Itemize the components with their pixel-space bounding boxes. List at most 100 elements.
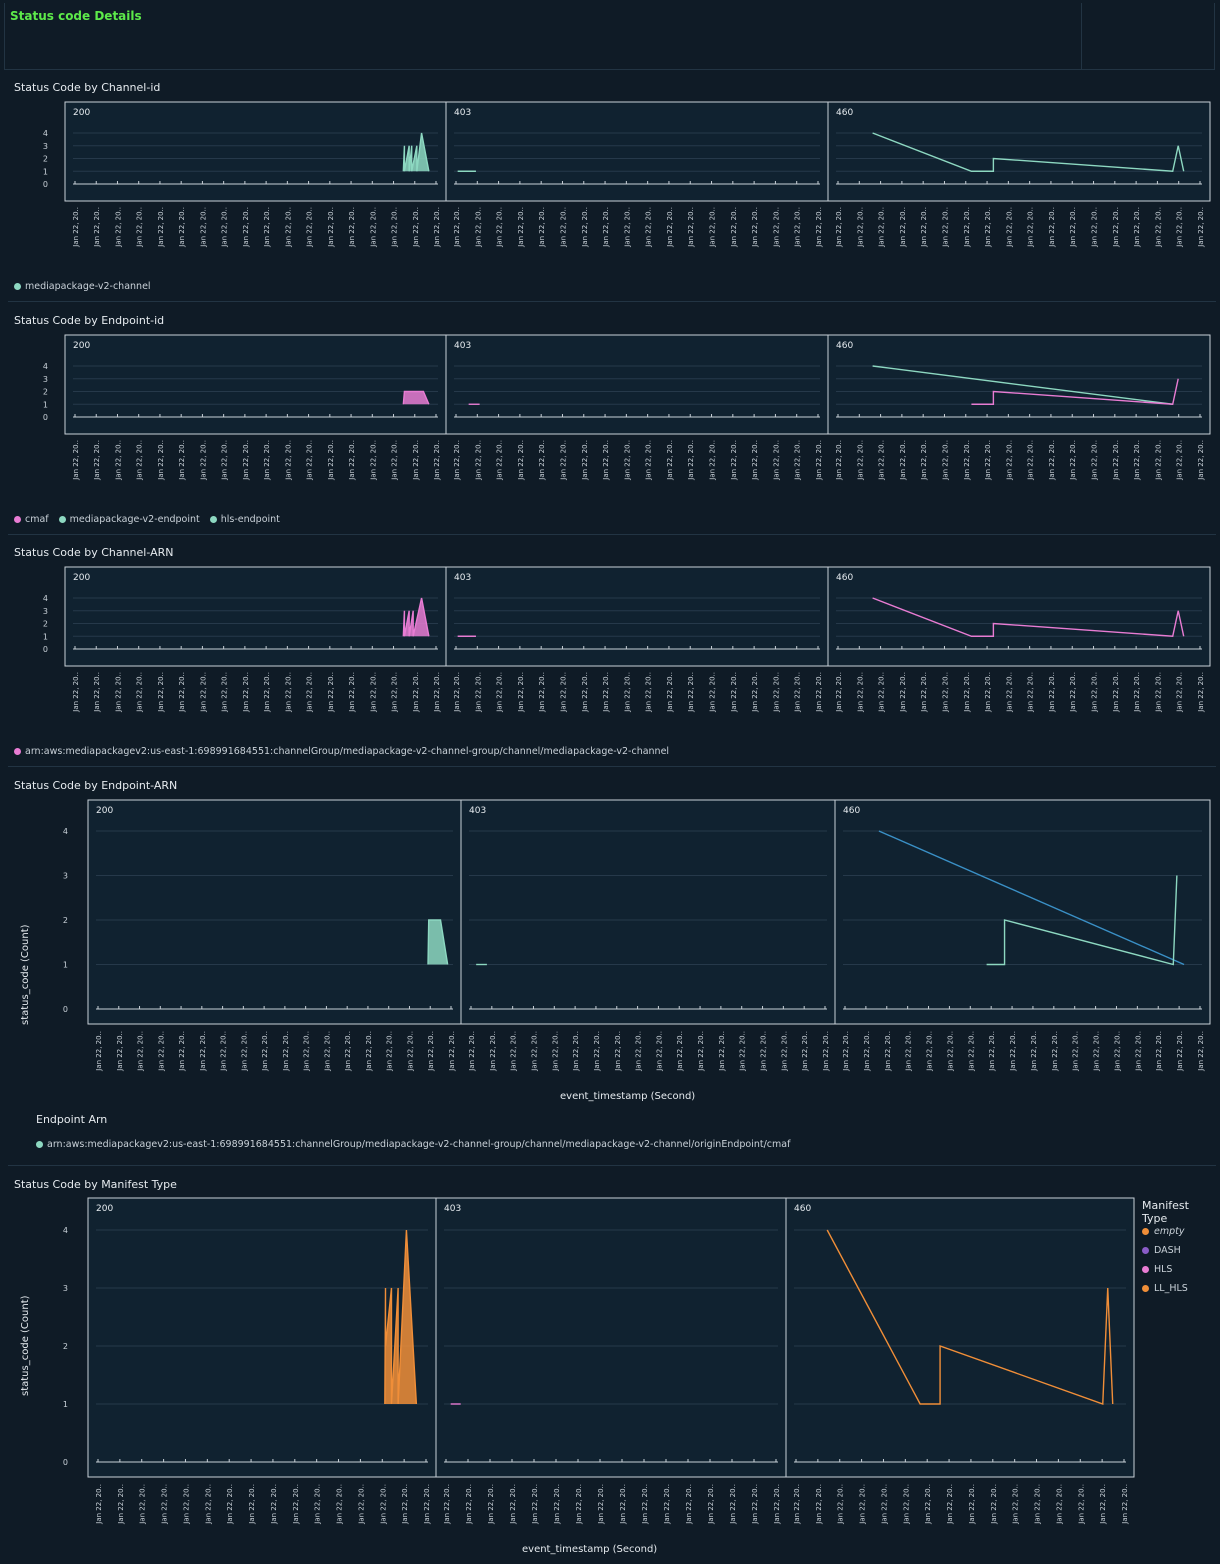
x-tick-label: Jan 22, 20.. <box>303 1031 311 1072</box>
x-tick-label: Jan 22, 20.. <box>538 207 546 248</box>
x-tick-label: Jan 22, 20.. <box>1197 672 1205 713</box>
x-tick-label: Jan 22, 20.. <box>1048 672 1056 713</box>
legend-dot <box>36 1141 43 1148</box>
facet-label: 460 <box>836 341 853 351</box>
legend-item[interactable]: arn:aws:mediapackagev2:us-east-1:6989916… <box>14 746 669 757</box>
facet-label: 200 <box>73 573 90 583</box>
x-tick-label: Jan 22, 20.. <box>242 672 250 713</box>
facet-frame <box>785 1197 1135 1478</box>
legend-label: LL_HLS <box>1154 1283 1188 1294</box>
x-tick-label: Jan 22, 20.. <box>489 1031 497 1072</box>
x-tick-label: Jan 22, 20.. <box>946 1031 954 1072</box>
x-tick-label: Jan 22, 20.. <box>619 1484 627 1525</box>
x-tick-label: Jan 22, 20.. <box>157 207 165 248</box>
x-tick-label: Jan 22, 20.. <box>517 672 525 713</box>
x-tick-label: Jan 22, 20.. <box>357 1484 365 1525</box>
x-tick-label: Jan 22, 20.. <box>1099 1484 1107 1525</box>
x-tick-label: Jan 22, 20.. <box>263 672 271 713</box>
x-tick-label: Jan 22, 20.. <box>226 1484 234 1525</box>
x-tick-label: Jan 22, 20.. <box>509 1484 517 1525</box>
x-tick-label: Jan 22, 20.. <box>842 1031 850 1072</box>
x-tick-label: Jan 22, 20.. <box>794 207 802 248</box>
x-tick-label: Jan 22, 20.. <box>1005 440 1013 481</box>
x-tick-label: Jan 22, 20.. <box>538 440 546 481</box>
x-tick-label: Jan 22, 20.. <box>1091 440 1099 481</box>
x-tick-label: Jan 22, 20.. <box>926 1031 934 1072</box>
x-tick-label: Jan 22, 20.. <box>718 1031 726 1072</box>
legend: cmaf mediapackage-v2-endpoint hls-endpoi… <box>14 514 280 525</box>
series-line <box>986 875 1178 966</box>
legend-item[interactable]: arn:aws:mediapackagev2:us-east-1:6989916… <box>36 1139 790 1150</box>
x-tick-label: Jan 22, 20.. <box>793 1484 801 1525</box>
x-tick-label: Jan 22, 20.. <box>263 440 271 481</box>
y-tick-label: 2 <box>63 1342 68 1351</box>
x-tick-label: Jan 22, 20.. <box>369 207 377 248</box>
x-tick-label: Jan 22, 20.. <box>348 440 356 481</box>
x-tick-label: Jan 22, 20.. <box>284 440 292 481</box>
legend: empty DASH HLS LL_HLS <box>1142 1222 1188 1298</box>
x-tick-label: Jan 22, 20.. <box>1112 440 1120 481</box>
legend-item[interactable]: DASH <box>1142 1241 1188 1260</box>
x-tick-label: Jan 22, 20.. <box>635 1031 643 1072</box>
facet-frame <box>834 799 1211 1025</box>
x-tick-label: Jan 22, 20.. <box>178 672 186 713</box>
x-tick-label: Jan 22, 20.. <box>1069 207 1077 248</box>
legend-item[interactable]: mediapackage-v2-channel <box>14 281 151 292</box>
panel-title: Status Code by Channel-id <box>14 81 161 94</box>
x-tick-label: Jan 22, 20.. <box>474 440 482 481</box>
x-tick-label: Jan 22, 20.. <box>772 207 780 248</box>
x-tick-label: Jan 22, 20.. <box>468 1031 476 1072</box>
facet-label: 403 <box>444 1204 461 1214</box>
x-tick-label: Jan 22, 20.. <box>676 1031 684 1072</box>
facet-label: 403 <box>469 806 486 816</box>
x-tick-label: Jan 22, 20.. <box>114 672 122 713</box>
x-tick-label: Jan 22, 20.. <box>496 672 504 713</box>
x-tick-label: Jan 22, 20.. <box>327 440 335 481</box>
x-tick-label: Jan 22, 20.. <box>880 1484 888 1525</box>
x-tick-label: Jan 22, 20.. <box>780 1031 788 1072</box>
x-tick-label: Jan 22, 20.. <box>984 672 992 713</box>
x-tick-label: Jan 22, 20.. <box>772 672 780 713</box>
x-tick-label: Jan 22, 20.. <box>270 1484 278 1525</box>
x-tick-label: Jan 22, 20.. <box>412 672 420 713</box>
header-divider <box>1081 3 1082 69</box>
panel-title: Status Code by Endpoint-id <box>14 314 165 327</box>
x-tick-label: Jan 22, 20.. <box>730 440 738 481</box>
x-tick-label: Jan 22, 20.. <box>984 440 992 481</box>
series-area <box>428 920 448 965</box>
legend: arn:aws:mediapackagev2:us-east-1:6989916… <box>14 746 669 757</box>
x-tick-label: Jan 22, 20.. <box>730 672 738 713</box>
legend-item[interactable]: LL_HLS <box>1142 1279 1188 1298</box>
y-tick-label: 2 <box>43 620 48 629</box>
facet-frame <box>445 566 829 667</box>
legend-item[interactable]: cmaf <box>14 514 49 525</box>
legend-item[interactable]: HLS <box>1142 1260 1188 1279</box>
x-tick-label: Jan 22, 20.. <box>72 207 80 248</box>
legend-item[interactable]: empty <box>1142 1222 1188 1241</box>
x-tick-label: Jan 22, 20.. <box>946 1484 954 1525</box>
x-tick-label: Jan 22, 20.. <box>517 207 525 248</box>
legend-item[interactable]: hls-endpoint <box>209 514 280 525</box>
y-tick-label: 1 <box>43 400 48 409</box>
x-tick-label: Jan 22, 20.. <box>412 440 420 481</box>
x-tick-label: Jan 22, 20.. <box>336 1484 344 1525</box>
x-tick-label: Jan 22, 20.. <box>581 672 589 713</box>
x-tick-label: Jan 22, 20.. <box>553 1484 561 1525</box>
legend-label: HLS <box>1154 1264 1173 1275</box>
x-tick-label: Jan 22, 20.. <box>178 1031 186 1072</box>
series-line <box>402 390 430 405</box>
x-tick-label: Jan 22, 20.. <box>687 440 695 481</box>
x-tick-label: Jan 22, 20.. <box>1093 1031 1101 1072</box>
x-tick-label: Jan 22, 20.. <box>730 207 738 248</box>
x-tick-label: Jan 22, 20.. <box>242 440 250 481</box>
x-tick-label: Jan 22, 20.. <box>597 1484 605 1525</box>
x-tick-label: Jan 22, 20.. <box>593 1031 601 1072</box>
legend-item[interactable]: mediapackage-v2-endpoint <box>58 514 200 525</box>
x-tick-label: Jan 22, 20.. <box>1154 672 1162 713</box>
x-tick-label: Jan 22, 20.. <box>856 207 864 248</box>
x-tick-label: Jan 22, 20.. <box>1027 672 1035 713</box>
legend-dot <box>1142 1266 1149 1273</box>
x-tick-label: Jan 22, 20.. <box>221 672 229 713</box>
facet-label: 403 <box>454 108 471 118</box>
x-tick-label: Jan 22, 20.. <box>433 207 441 248</box>
